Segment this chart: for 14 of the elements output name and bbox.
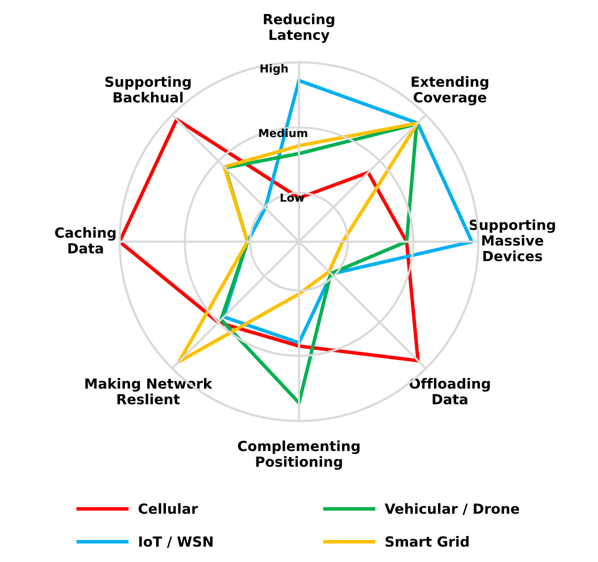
spoke-label: Supporting Backhual <box>105 76 191 103</box>
spoke-label: Reducing Latency <box>264 14 334 43</box>
spoke-label: Complementing Positioning <box>238 440 360 470</box>
spoke-label: Extending Coverage <box>412 76 488 106</box>
legend-label: Cellular <box>138 503 198 514</box>
legend-label: Vehicular / Drone <box>384 503 520 516</box>
legend-label: Smart Grid <box>386 536 469 547</box>
spoke-label: Caching Data <box>55 227 116 254</box>
spoke-label: Making Network Reslient <box>85 378 212 404</box>
spoke-label: Offloading Data <box>410 378 490 404</box>
y-tick-label: High <box>260 64 288 75</box>
spoke-label: Supporting Massive Devices <box>470 219 555 262</box>
y-tick-label: Low <box>280 194 304 202</box>
legend-label: IoT / WSN <box>139 536 213 548</box>
